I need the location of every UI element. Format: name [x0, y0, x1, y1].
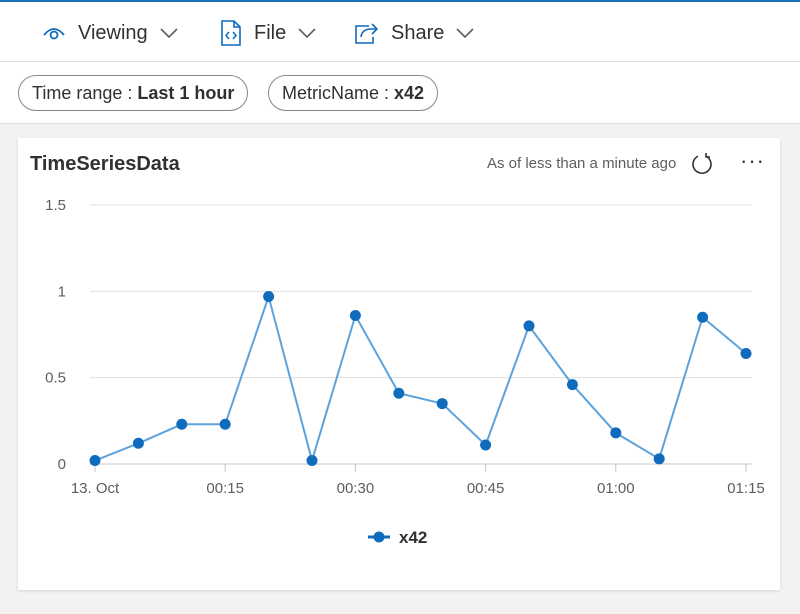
data-point [566, 379, 578, 391]
x-tick-label: 00:45 [467, 480, 505, 497]
legend-label: x42 [399, 528, 427, 547]
filter-bar: Time range : Last 1 hour MetricName : x4… [0, 62, 800, 124]
data-point [697, 311, 709, 323]
data-point [89, 455, 101, 467]
data-point [176, 418, 188, 430]
metric-name-filter[interactable]: MetricName : x42 [268, 75, 439, 111]
y-tick-label: 1 [58, 283, 66, 300]
data-point [306, 455, 318, 467]
metric-name-filter-value: x42 [394, 82, 425, 103]
more-options-button[interactable]: ··· [740, 148, 765, 173]
data-point [219, 418, 231, 430]
eye-icon [42, 23, 66, 43]
chevron-down-icon [298, 27, 316, 39]
x-tick-label: 01:00 [597, 480, 635, 497]
share-icon [353, 21, 379, 45]
chevron-down-icon [160, 27, 178, 39]
data-point [653, 453, 665, 465]
code-file-icon [220, 20, 242, 46]
share-label: Share [391, 21, 445, 44]
data-point [263, 291, 275, 303]
line-chart: 1.5 1 0.5 0 13. Oct 00:15 00:30 00:45 01:00 01:15… [45, 197, 765, 547]
x-tick-label: 01:15 [727, 480, 765, 497]
chart-card: TimeSeriesData As of less than a minute … [18, 138, 780, 590]
y-tick-label: 0.5 [45, 370, 66, 387]
legend-marker [373, 531, 385, 543]
refresh-icon[interactable] [690, 152, 714, 181]
time-range-filter[interactable]: Time range : Last 1 hour [18, 75, 249, 111]
series-line [94, 293, 747, 465]
data-point [610, 427, 622, 439]
toolbar: Viewing File Share [0, 0, 800, 62]
data-point [740, 347, 752, 359]
x-tick-label: 13. Oct [71, 480, 120, 497]
data-point [393, 387, 405, 399]
y-tick-label: 0 [58, 456, 66, 473]
file-label: File [254, 21, 287, 44]
data-point [480, 439, 492, 451]
chevron-down-icon [456, 27, 474, 39]
time-range-filter-value: Last 1 hour [137, 82, 235, 103]
x-tick-label: 00:30 [337, 480, 375, 497]
data-point [132, 437, 144, 449]
last-updated-text: As of less than a minute ago [487, 155, 677, 172]
data-point [349, 310, 361, 322]
file-menu[interactable]: File [220, 14, 316, 52]
y-tick-label: 1.5 [45, 197, 66, 214]
data-point [436, 398, 448, 410]
data-point [523, 320, 535, 332]
metric-name-filter-label: MetricName : [282, 82, 390, 103]
x-tick-label: 00:15 [206, 480, 244, 497]
card-title: TimeSeriesData [30, 153, 180, 175]
share-menu[interactable]: Share [353, 14, 474, 52]
time-range-filter-label: Time range : [32, 82, 133, 103]
viewing-menu[interactable]: Viewing [42, 14, 178, 52]
viewing-label: Viewing [78, 21, 148, 44]
